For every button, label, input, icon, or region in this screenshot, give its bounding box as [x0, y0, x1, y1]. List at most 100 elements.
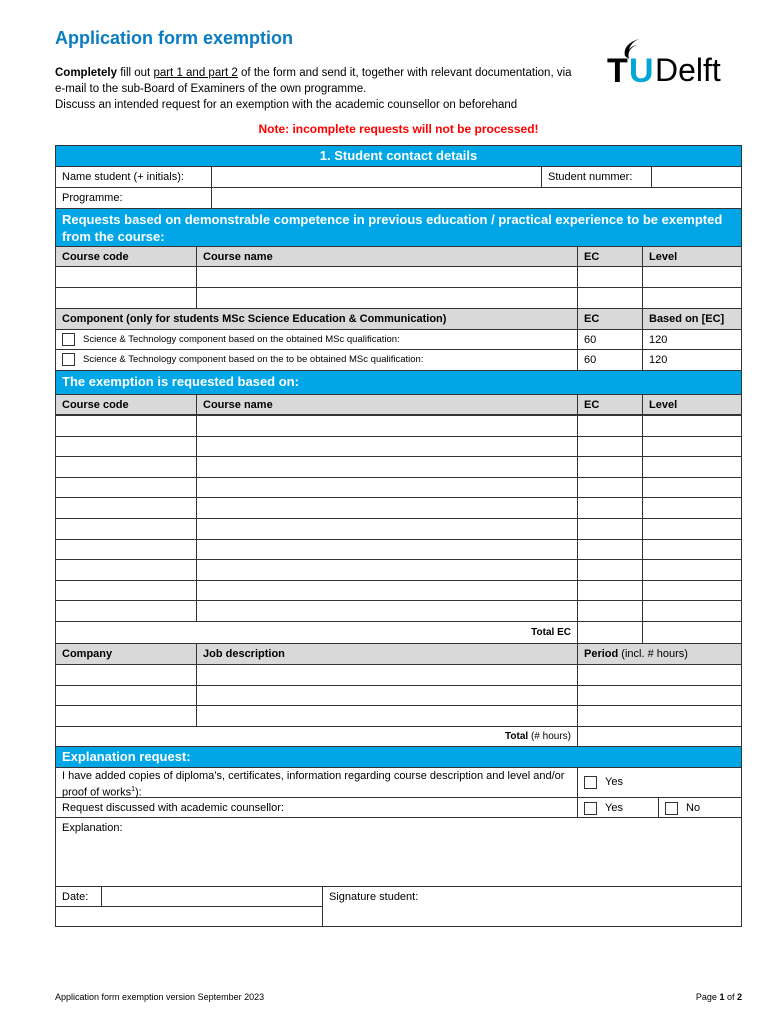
- table-cell-input[interactable]: [577, 705, 742, 728]
- footer-version: Application form exemption version Septe…: [55, 992, 265, 1002]
- table-cell-input[interactable]: [196, 435, 578, 458]
- table-cell-input[interactable]: [55, 476, 197, 499]
- table-cell-input[interactable]: [642, 476, 742, 499]
- table-cell-input[interactable]: [642, 415, 742, 437]
- column-header: Course name: [196, 246, 578, 267]
- signature-field[interactable]: Signature student:: [322, 886, 742, 927]
- component-based: 120: [642, 329, 742, 350]
- student-number-input[interactable]: [651, 166, 742, 188]
- table-cell-input[interactable]: [642, 559, 742, 581]
- table-cell-input[interactable]: [55, 415, 197, 437]
- date-input[interactable]: [101, 886, 323, 907]
- period-header: Period (incl. # hours): [577, 643, 742, 665]
- table-cell-input[interactable]: [577, 664, 742, 686]
- table-cell-input[interactable]: [577, 456, 643, 478]
- column-header: Level: [642, 246, 742, 267]
- table-cell-input[interactable]: [577, 559, 643, 581]
- column-header: Level: [642, 394, 742, 415]
- name-student-input[interactable]: [211, 166, 542, 188]
- table-cell-input[interactable]: [196, 456, 578, 478]
- table-cell-input[interactable]: [196, 415, 578, 437]
- checkbox[interactable]: [62, 353, 75, 366]
- table-cell-input[interactable]: [577, 287, 643, 309]
- explanation-field[interactable]: Explanation:: [55, 817, 742, 887]
- total-ec-input[interactable]: [577, 621, 643, 644]
- table-cell-input[interactable]: [642, 287, 742, 309]
- table-cell-input[interactable]: [196, 538, 578, 561]
- table-cell-input[interactable]: [55, 518, 197, 540]
- logo-delft: Delft: [655, 52, 721, 88]
- table-cell-input[interactable]: [577, 579, 643, 602]
- table-cell-input[interactable]: [55, 579, 197, 602]
- table-cell-input[interactable]: [55, 497, 197, 519]
- component-row-obtained: Science & Technology component based on …: [55, 329, 578, 350]
- table-cell-input[interactable]: [577, 538, 643, 561]
- table-cell-input[interactable]: [642, 456, 742, 478]
- total-hours-input[interactable]: [577, 726, 742, 747]
- column-header: Course code: [55, 246, 197, 267]
- discussed-yes-option[interactable]: Yes: [577, 797, 659, 818]
- table-cell-input[interactable]: [55, 684, 197, 707]
- table-cell-input[interactable]: [196, 579, 578, 602]
- table-cell-input[interactable]: [55, 559, 197, 581]
- intro-t1: fill out: [117, 67, 154, 79]
- page-current: 1: [719, 992, 725, 1002]
- table-cell-input[interactable]: [196, 518, 578, 540]
- table-cell-input[interactable]: [55, 600, 197, 622]
- table-cell-input[interactable]: [196, 287, 578, 309]
- checkbox[interactable]: [584, 801, 597, 815]
- page-prefix: Page: [695, 992, 720, 1002]
- component-ec: 60: [577, 329, 643, 350]
- copies-yes-option[interactable]: Yes: [577, 767, 742, 798]
- table-cell-input[interactable]: [642, 579, 742, 602]
- table-cell-input[interactable]: [577, 497, 643, 519]
- intro-underline: part 1 and part 2: [153, 67, 238, 79]
- table-cell-input[interactable]: [196, 497, 578, 519]
- table-cell-input[interactable]: [577, 684, 742, 707]
- total-hours-label: Total (# hours): [55, 726, 578, 747]
- table-cell-input[interactable]: [577, 476, 643, 499]
- table-cell-input[interactable]: [55, 287, 197, 309]
- flame-icon: [624, 39, 639, 59]
- discussed-no-option[interactable]: No: [658, 797, 742, 818]
- table-cell-input[interactable]: [196, 600, 578, 622]
- table-cell-input[interactable]: [196, 684, 578, 707]
- table-cell-input[interactable]: [642, 538, 742, 561]
- section-explanation-header: Explanation request:: [55, 746, 742, 768]
- table-cell-input[interactable]: [196, 664, 578, 686]
- checkbox[interactable]: [665, 801, 678, 815]
- period-rest: (incl. # hours): [618, 648, 688, 660]
- table-cell-input[interactable]: [642, 600, 742, 622]
- component-label: Science & Technology component based on …: [83, 354, 424, 366]
- table-cell-input[interactable]: [577, 600, 643, 622]
- explanation-label: Explanation:: [62, 822, 123, 834]
- table-cell-input[interactable]: [577, 266, 643, 288]
- table-cell-input[interactable]: [55, 664, 197, 686]
- component-ec-header: EC: [577, 308, 643, 330]
- intro-text: Completely fill out part 1 and part 2 of…: [55, 65, 575, 113]
- table-cell-input[interactable]: [196, 476, 578, 499]
- table-cell-input[interactable]: [196, 266, 578, 288]
- table-cell-input[interactable]: [577, 435, 643, 458]
- table-cell-input[interactable]: [642, 435, 742, 458]
- table-cell-input[interactable]: [577, 518, 643, 540]
- table-cell-input[interactable]: [55, 456, 197, 478]
- table-cell-input[interactable]: [55, 266, 197, 288]
- copies-added-label: I have added copies of diploma’s, certif…: [55, 767, 578, 799]
- table-cell-input[interactable]: [642, 266, 742, 288]
- table-cell-input[interactable]: [642, 497, 742, 519]
- checkbox[interactable]: [62, 333, 75, 346]
- table-cell-input[interactable]: [577, 415, 643, 437]
- intro-t2: of the form and send it, together with r…: [55, 67, 572, 95]
- table-cell-input[interactable]: [196, 705, 578, 728]
- date-label: Date:: [55, 886, 102, 907]
- checkbox[interactable]: [584, 775, 597, 789]
- programme-input[interactable]: [211, 187, 742, 209]
- table-cell-input[interactable]: [642, 518, 742, 540]
- table-cell-input[interactable]: [55, 435, 197, 458]
- table-cell-input[interactable]: [55, 538, 197, 561]
- total-level-input[interactable]: [642, 621, 742, 644]
- table-cell-input[interactable]: [196, 559, 578, 581]
- table-cell-input[interactable]: [55, 705, 197, 728]
- page-of: of: [724, 992, 737, 1002]
